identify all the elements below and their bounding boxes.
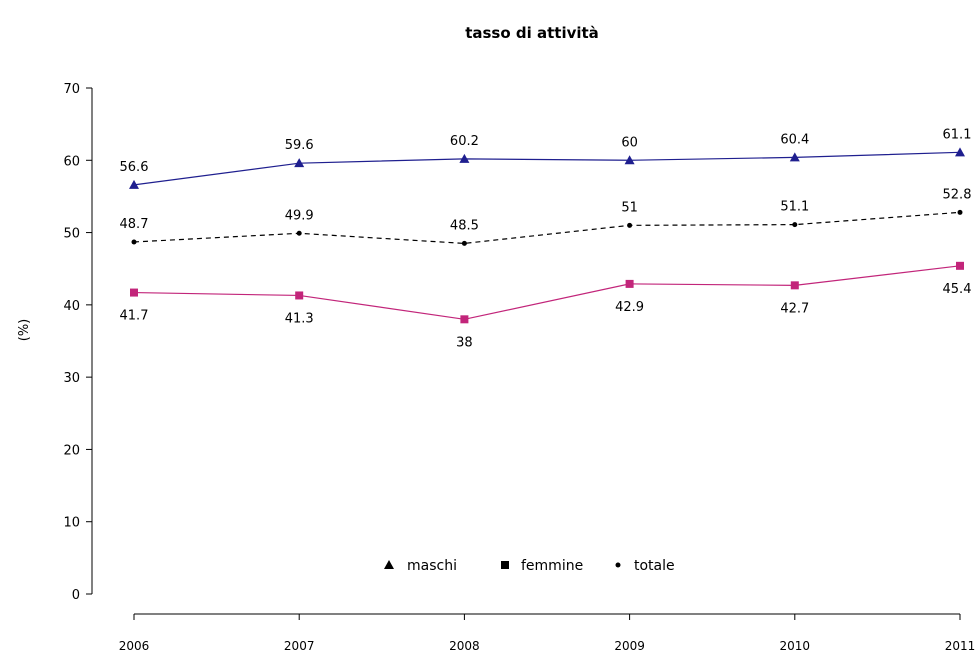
x-tick-label: 2009 xyxy=(614,639,645,653)
data-point-maschi xyxy=(955,147,965,157)
data-point-totale xyxy=(131,239,137,245)
y-tick-label: 60 xyxy=(63,154,80,169)
series-femmine: 41.7 41.3 38 42.9 42.7 45.4 xyxy=(120,261,972,350)
data-label-totale: 48.7 xyxy=(120,217,149,232)
legend-marker-totale xyxy=(615,562,621,568)
data-label-femmine: 42.9 xyxy=(615,300,644,315)
series-line-totale xyxy=(133,211,961,245)
y-tick-label: 50 xyxy=(63,227,80,242)
series-layer: 56.6 59.6 60.2 60 60.4 61.1 41.7 41.3 38 42.9 42.7… xyxy=(120,127,972,350)
y-axis-label: (%) xyxy=(17,319,32,342)
data-point-maschi xyxy=(459,153,470,163)
data-label-totale: 51.1 xyxy=(780,200,809,215)
data-label-maschi: 59.6 xyxy=(285,138,314,153)
y-tick-label: 20 xyxy=(63,443,80,458)
data-label-totale: 48.5 xyxy=(450,218,479,233)
data-label-femmine: 45.4 xyxy=(943,282,972,297)
series-line-femmine xyxy=(133,265,961,320)
series-totale: 48.7 49.9 48.5 51 51.1 52.8 xyxy=(120,187,972,246)
x-tick-label: 2008 xyxy=(449,639,480,653)
data-point-totale xyxy=(461,240,467,246)
data-label-totale: 52.8 xyxy=(943,187,972,202)
x-tick-label: 2006 xyxy=(119,639,150,653)
data-label-totale: 49.9 xyxy=(285,208,314,223)
data-label-femmine: 38 xyxy=(456,335,473,350)
data-label-femmine: 41.3 xyxy=(285,311,314,326)
y-tick-label: 0 xyxy=(72,588,80,603)
x-tick-label: 2010 xyxy=(780,639,811,653)
data-label-femmine: 41.7 xyxy=(120,309,149,324)
data-label-maschi: 61.1 xyxy=(943,127,972,142)
data-label-maschi: 56.6 xyxy=(120,160,149,175)
data-label-maschi: 60 xyxy=(621,135,638,150)
data-label-maschi: 60.2 xyxy=(450,134,479,149)
legend: maschi femmine totale xyxy=(384,558,675,574)
data-label-femmine: 42.7 xyxy=(780,301,809,316)
legend-item-totale: totale xyxy=(615,558,675,574)
data-point-totale xyxy=(627,222,633,228)
legend-marker-maschi xyxy=(384,560,394,569)
legend-label-femmine: femmine xyxy=(521,558,583,574)
data-point-femmine xyxy=(295,291,304,300)
data-point-femmine xyxy=(956,261,964,270)
legend-marker-femmine xyxy=(501,561,509,569)
legend-item-maschi: maschi xyxy=(384,558,457,574)
data-point-totale xyxy=(957,209,963,215)
y-tick-label: 10 xyxy=(63,516,80,531)
data-point-femmine xyxy=(625,279,634,288)
legend-item-femmine: femmine xyxy=(501,558,583,574)
series-maschi: 56.6 59.6 60.2 60 60.4 61.1 xyxy=(120,127,972,189)
data-point-totale xyxy=(296,230,302,236)
x-tick-label: 2011 xyxy=(945,639,976,653)
data-label-maschi: 60.4 xyxy=(780,132,809,147)
series-line-maschi xyxy=(133,151,961,186)
y-axis: 0 10 20 30 40 50 60 70 xyxy=(63,82,93,603)
data-point-maschi xyxy=(129,179,139,189)
x-axis: 2006 2007 2008 2009 2010 2011 xyxy=(119,613,976,653)
y-tick-label: 30 xyxy=(63,371,80,386)
legend-label-maschi: maschi xyxy=(407,558,457,574)
legend-label-totale: totale xyxy=(634,558,675,574)
chart-title: tasso di attività xyxy=(465,24,599,42)
y-tick-label: 70 xyxy=(63,82,80,97)
y-tick-label: 40 xyxy=(63,299,80,314)
x-tick-label: 2007 xyxy=(284,639,315,653)
data-point-maschi xyxy=(789,152,800,162)
data-label-totale: 51 xyxy=(621,200,638,215)
data-point-femmine xyxy=(130,288,138,297)
data-point-totale xyxy=(792,222,798,228)
data-point-femmine xyxy=(790,281,799,290)
data-point-femmine xyxy=(460,315,469,324)
data-point-maschi xyxy=(624,155,635,165)
data-point-maschi xyxy=(294,158,305,168)
